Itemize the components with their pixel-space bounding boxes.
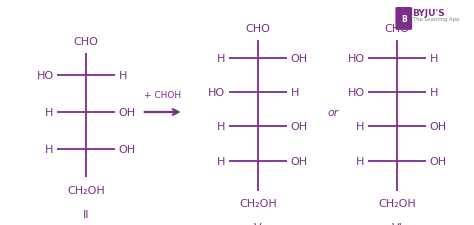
Text: CH₂OH: CH₂OH bbox=[378, 198, 416, 208]
Text: VI: VI bbox=[392, 222, 403, 225]
Text: HO: HO bbox=[347, 54, 365, 63]
Text: HO: HO bbox=[208, 88, 226, 98]
Text: OH: OH bbox=[118, 108, 136, 117]
Text: H: H bbox=[430, 88, 438, 98]
Text: OH: OH bbox=[430, 156, 447, 166]
Text: OH: OH bbox=[430, 122, 447, 132]
Text: OH: OH bbox=[291, 122, 308, 132]
Text: CHO: CHO bbox=[246, 24, 270, 34]
Text: The Learning App: The Learning App bbox=[412, 17, 459, 22]
FancyBboxPatch shape bbox=[395, 8, 412, 31]
Text: CHO: CHO bbox=[73, 37, 99, 47]
Text: OH: OH bbox=[291, 156, 308, 166]
Text: H: H bbox=[118, 71, 127, 81]
Text: CH₂OH: CH₂OH bbox=[67, 185, 105, 195]
Text: B: B bbox=[401, 15, 407, 24]
Text: HO: HO bbox=[347, 88, 365, 98]
Text: CHO: CHO bbox=[385, 24, 410, 34]
Text: H: H bbox=[45, 108, 54, 117]
Text: H: H bbox=[217, 156, 226, 166]
Text: CH₂OH: CH₂OH bbox=[239, 198, 277, 208]
Text: V: V bbox=[254, 222, 262, 225]
Text: HO: HO bbox=[36, 71, 54, 81]
Text: + CHOH: + CHOH bbox=[144, 90, 181, 99]
Text: II: II bbox=[83, 209, 89, 219]
Text: H: H bbox=[356, 122, 365, 132]
Text: H: H bbox=[45, 144, 54, 154]
Text: H: H bbox=[430, 54, 438, 63]
Text: or: or bbox=[327, 108, 338, 117]
Text: OH: OH bbox=[118, 144, 136, 154]
Text: H: H bbox=[217, 54, 226, 63]
Text: OH: OH bbox=[291, 54, 308, 63]
Text: BYJU'S: BYJU'S bbox=[412, 9, 446, 18]
Text: H: H bbox=[291, 88, 299, 98]
Text: H: H bbox=[217, 122, 226, 132]
Text: H: H bbox=[356, 156, 365, 166]
